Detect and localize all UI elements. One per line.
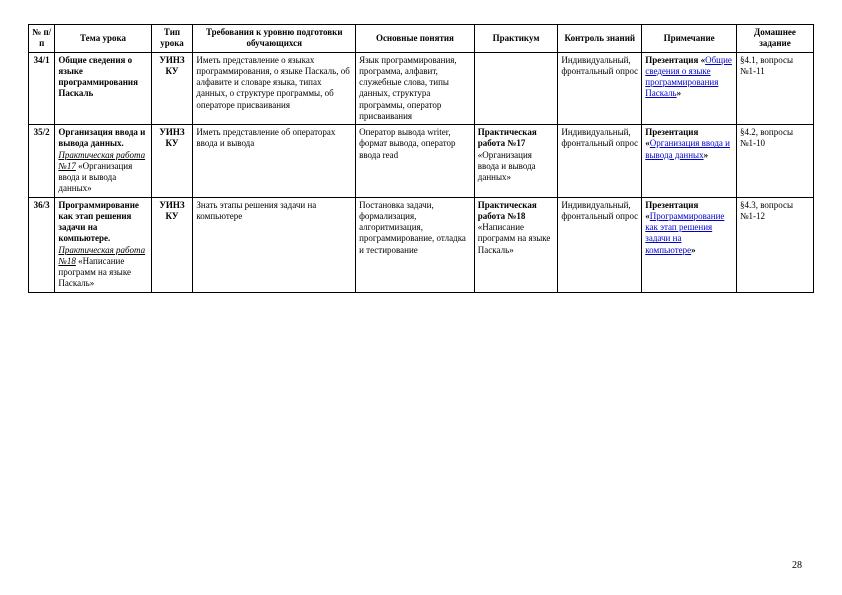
prim-link[interactable]: Программирование как этап решения задачи… [645,211,724,255]
curriculum-table: № п/п Тема урока Тип урока Требования к … [28,24,814,293]
col-num: № п/п [29,25,55,53]
cell-tip: УИНЗ КУ [151,125,193,198]
cell-tema: Общие сведения о языке программирования … [55,52,151,125]
cell-kontr: Индивидуальный, фронтальный опрос [558,52,642,125]
tema-title: Организация ввода и вывода данных. [58,127,145,148]
cell-prakt: Практическая работа №17 «Организация вво… [474,125,558,198]
prakt-rest: «Организация ввода и вывода данных» [478,150,536,183]
prakt-title: Практическая работа №18 [478,200,537,221]
cell-dz: §4.1, вопросы №1-11 [736,52,813,125]
cell-treb: Иметь представление о языках программиро… [193,52,356,125]
prim-link[interactable]: Организация ввода и вывода данных [645,138,730,159]
table-header-row: № п/п Тема урока Тип урока Требования к … [29,25,814,53]
cell-osn: Оператор вывода writer, формат вывода, о… [356,125,475,198]
cell-prakt: Практическая работа №18 «Написание прогр… [474,197,558,292]
prim-suffix: » [704,150,709,160]
cell-treb: Знать этапы решения задачи на компьютере [193,197,356,292]
col-tip: Тип урока [151,25,193,53]
table-row: 36/3 Программирование как этап решения з… [29,197,814,292]
cell-num: 34/1 [29,52,55,125]
table-row: 35/2 Организация ввода и вывода данных. … [29,125,814,198]
col-treb: Требования к уровню подготовки обучающих… [193,25,356,53]
prakt-title: Практическая работа №17 [478,127,537,148]
col-dz: Домашнее задание [736,25,813,53]
cell-osn: Постановка задачи, формализация, алгорит… [356,197,475,292]
cell-num: 35/2 [29,125,55,198]
cell-prim: Презентация «Общие сведения о языке прог… [642,52,737,125]
cell-dz: §4.3, вопросы №1-12 [736,197,813,292]
cell-tip: УИНЗ КУ [151,52,193,125]
cell-tema: Программирование как этап решения задачи… [55,197,151,292]
cell-tema: Организация ввода и вывода данных. Практ… [55,125,151,198]
cell-prim: Презентация «Организация ввода и вывода … [642,125,737,198]
cell-num: 36/3 [29,197,55,292]
col-prim: Примечание [642,25,737,53]
cell-dz: §4.2, вопросы №1-10 [736,125,813,198]
cell-tip: УИНЗ КУ [151,197,193,292]
prakt-rest: «Написание программ на языке Паскаль» [478,222,551,255]
col-kontr: Контроль знаний [558,25,642,53]
prim-suffix: » [691,245,696,255]
cell-osn: Язык программирования, программа, алфави… [356,52,475,125]
tema-title: Общие сведения о языке программирования … [58,55,138,99]
col-prakt: Практикум [474,25,558,53]
col-tema: Тема урока [55,25,151,53]
prim-prefix: Презентация « [645,55,705,65]
cell-kontr: Индивидуальный, фронтальный опрос [558,125,642,198]
prim-suffix: » [677,88,682,98]
col-osn: Основные понятия [356,25,475,53]
cell-kontr: Индивидуальный, фронтальный опрос [558,197,642,292]
cell-prakt [474,52,558,125]
cell-prim: Презентация «Программирование как этап р… [642,197,737,292]
tema-title: Программирование как этап решения задачи… [58,200,139,244]
cell-treb: Иметь представление об операторах ввода … [193,125,356,198]
page-number: 28 [792,560,802,571]
table-row: 34/1 Общие сведения о языке программиров… [29,52,814,125]
